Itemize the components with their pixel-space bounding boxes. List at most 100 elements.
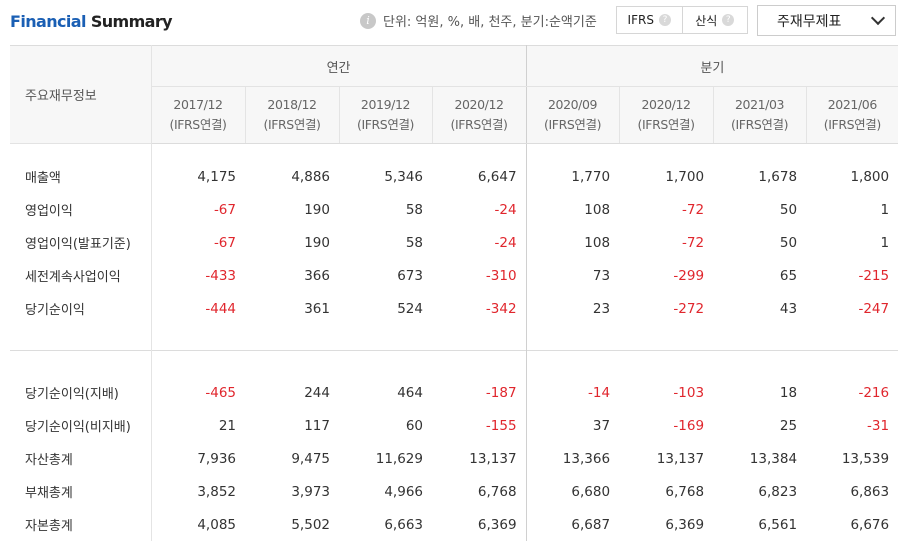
value-cell: 58: [405, 201, 423, 218]
value-cell: 6,823: [758, 483, 798, 500]
row-label: 영업이익: [10, 193, 152, 226]
value-cell: -247: [858, 300, 890, 317]
value-cell: 366: [304, 267, 330, 284]
value-cell: 73: [592, 267, 611, 284]
value-cell: 13,366: [562, 450, 611, 467]
info-icon[interactable]: i: [360, 12, 376, 29]
value-cell: 3,973: [291, 483, 330, 500]
value-cell: 4,886: [291, 168, 330, 185]
value-cell: -299: [673, 267, 705, 284]
value-cell: -433: [205, 267, 236, 284]
value-cell: 6,768: [665, 483, 705, 500]
row-label: 자산총계: [10, 442, 152, 475]
value-cell: -31: [867, 417, 890, 434]
value-cell: -465: [205, 384, 236, 401]
value-cell: 6,369: [432, 508, 527, 541]
period-header: 2021/06 (IFRS연결): [806, 86, 899, 144]
value-cell: 9,475: [291, 450, 330, 467]
value-cell: 58: [405, 234, 423, 251]
value-cell: 43: [779, 300, 798, 317]
value-cell: 108: [584, 201, 611, 218]
value-cell: 5,346: [384, 168, 423, 185]
value-cell: 13,539: [841, 450, 890, 467]
select-value: 주재무제표: [777, 13, 842, 30]
row-label: 매출액: [10, 160, 152, 193]
help-icon[interactable]: ?: [722, 14, 735, 26]
row-label: 부채총계: [10, 475, 152, 508]
period-header: 2021/03 (IFRS연결): [713, 86, 807, 144]
value-cell: 6,369: [665, 516, 705, 533]
value-cell: -103: [673, 384, 705, 401]
table-row: 세전계속사업이익 -433 366 673 -310 73 -299 65 -215: [10, 259, 898, 292]
value-cell: 4,966: [384, 483, 423, 500]
row-label: 당기순이익: [10, 292, 152, 325]
value-cell: -72: [681, 234, 705, 251]
value-cell: 1,678: [758, 168, 798, 185]
period-header: 2019/12 (IFRS연결): [339, 86, 433, 144]
value-cell: 3,852: [197, 483, 236, 500]
value-cell: 464: [397, 384, 423, 401]
chevron-down-icon: [870, 10, 886, 26]
value-cell: 18: [779, 384, 798, 401]
value-cell: 6,647: [432, 160, 527, 193]
value-cell: 1: [880, 234, 890, 251]
table-row: 영업이익(발표기준) -67 190 58 -24 108 -72 50 1: [10, 226, 898, 259]
table-row: 당기순이익(비지배) 21 117 60 -155 37 -169 25 -31: [10, 409, 898, 442]
value-cell: -272: [673, 300, 705, 317]
value-cell: 4,085: [197, 516, 236, 533]
value-cell: -215: [858, 267, 890, 284]
row-label: 당기순이익(비지배): [10, 409, 152, 442]
value-cell: 6,863: [850, 483, 890, 500]
value-cell: 6,663: [384, 516, 423, 533]
value-cell: -169: [673, 417, 705, 434]
value-cell: 1: [880, 201, 890, 218]
toggle-formula[interactable]: 산식 ?: [681, 7, 748, 33]
value-cell: 65: [779, 267, 798, 284]
value-cell: 60: [405, 417, 423, 434]
value-cell: 37: [592, 417, 611, 434]
table-row: 부채총계 3,852 3,973 4,966 6,768 6,680 6,768 6,823 6…: [10, 475, 898, 508]
help-icon[interactable]: ?: [658, 14, 671, 26]
table-row: 당기순이익 -444 361 524 -342 23 -272 43 -247: [10, 292, 898, 325]
value-cell: 7,936: [197, 450, 236, 467]
value-cell: -444: [205, 300, 236, 317]
period-header: 2017/12 (IFRS연결): [151, 86, 246, 144]
value-cell: -155: [432, 409, 527, 442]
row-label: 자본총계: [10, 508, 152, 541]
value-cell: -24: [432, 226, 527, 259]
value-cell: 5,502: [291, 516, 330, 533]
value-cell: -72: [681, 201, 705, 218]
financial-table: 주요재무정보 연간 분기 2017/12 (IFRS연결) 2018/12 (IFRS…: [10, 45, 899, 541]
value-cell: 108: [584, 234, 611, 251]
value-cell: 244: [304, 384, 330, 401]
unit-text: 단위: 억원, %, 배, 천주, 분기:순액기준: [383, 15, 597, 30]
row-label: 세전계속사업이익: [10, 259, 152, 292]
value-cell: 4,175: [197, 168, 236, 185]
value-cell: -67: [213, 234, 236, 251]
value-cell: 6,768: [432, 475, 527, 508]
label-column-header: 주요재무정보: [10, 45, 152, 144]
value-cell: -24: [432, 193, 527, 226]
value-cell: 6,676: [850, 516, 890, 533]
value-cell: -310: [432, 259, 527, 292]
value-cell: -187: [432, 376, 527, 409]
period-header: 2018/12 (IFRS연결): [245, 86, 340, 144]
value-cell: 11,629: [375, 450, 423, 467]
statement-select[interactable]: 주재무제표: [757, 5, 896, 36]
row-label: 당기순이익(지배): [10, 376, 152, 409]
unit-note: i 단위: 억원, %, 배, 천주, 분기:순액기준: [360, 11, 597, 30]
toggle-ifrs[interactable]: IFRS ?: [617, 7, 682, 33]
accounting-toggle: IFRS ? 산식 ?: [616, 6, 748, 34]
table-row: 자본총계 4,085 5,502 6,663 6,369 6,687 6,369 6,561 6…: [10, 508, 898, 541]
value-cell: 190: [304, 201, 330, 218]
value-cell: 1,770: [571, 168, 611, 185]
value-cell: 25: [779, 417, 798, 434]
value-cell: 673: [397, 267, 423, 284]
value-cell: -67: [213, 201, 236, 218]
value-cell: 13,137: [432, 442, 527, 475]
title-accent: Financial: [10, 12, 86, 31]
title-rest: Summary: [85, 12, 173, 31]
period-header: 2020/12 (IFRS연결): [619, 86, 714, 144]
value-cell: 361: [304, 300, 330, 317]
annual-group-header: 연간: [151, 45, 527, 87]
